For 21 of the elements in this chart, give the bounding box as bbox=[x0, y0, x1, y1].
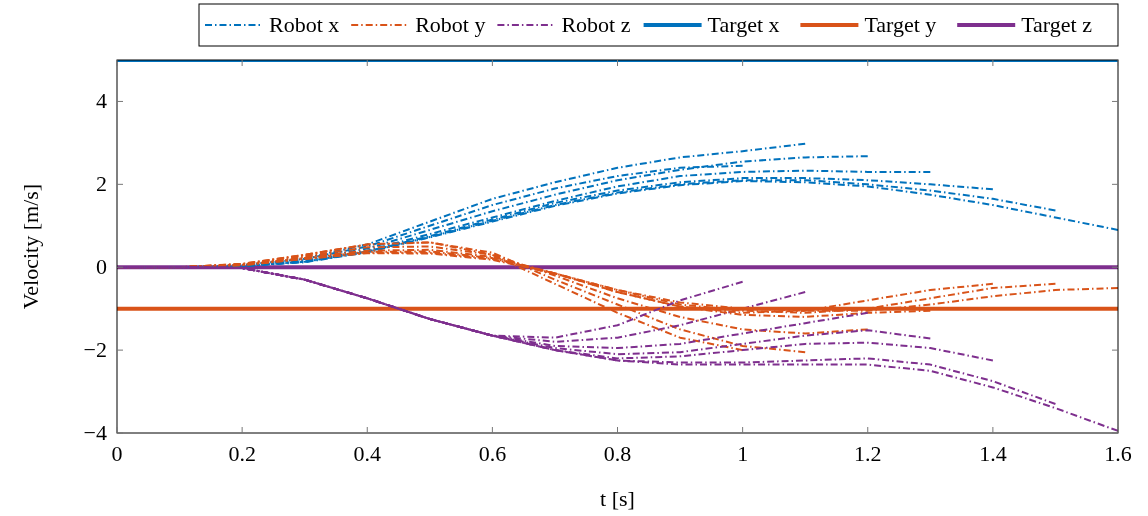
y-tick-label: −4 bbox=[83, 420, 107, 445]
x-axis-title: t [s] bbox=[600, 486, 635, 511]
x-tick-label: 0.8 bbox=[603, 441, 632, 466]
legend-label: Target y bbox=[864, 12, 937, 37]
x-tick-label: 0.4 bbox=[353, 441, 381, 466]
y-tick-label: 2 bbox=[96, 171, 107, 197]
y-tick-label: −2 bbox=[83, 337, 107, 363]
x-tick-label: 1.2 bbox=[854, 441, 882, 466]
legend-label: Target x bbox=[707, 12, 780, 37]
y-tick-label: 0 bbox=[96, 254, 107, 280]
y-axis-title: Velocity [m/s] bbox=[18, 183, 43, 310]
x-tick-label: 1.4 bbox=[979, 441, 1007, 466]
legend-label: Robot y bbox=[415, 12, 486, 37]
y-tick-label: 4 bbox=[96, 88, 107, 114]
x-tick-label: 1 bbox=[737, 441, 749, 466]
legend-label: Robot z bbox=[561, 12, 631, 37]
x-tick-label: 1.6 bbox=[1104, 441, 1132, 466]
x-tick-label: 0.2 bbox=[228, 441, 256, 466]
legend-label: Target z bbox=[1021, 12, 1093, 37]
legend-label: Robot x bbox=[269, 12, 340, 37]
x-tick-label: 0.6 bbox=[478, 441, 507, 466]
